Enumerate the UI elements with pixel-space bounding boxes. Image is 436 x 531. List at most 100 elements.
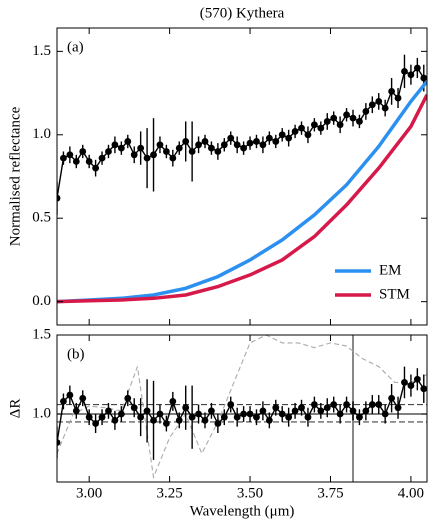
y-tick-label: 1.0 xyxy=(32,126,51,142)
data-point xyxy=(291,128,299,135)
data-point xyxy=(105,148,112,155)
data-point xyxy=(278,131,286,139)
line xyxy=(57,93,427,304)
data-point xyxy=(117,410,125,418)
data-point xyxy=(285,134,293,142)
data-point xyxy=(356,413,363,421)
data-point xyxy=(349,407,357,415)
y-axis-label: Normalised reflectance xyxy=(7,106,23,246)
data-point xyxy=(156,141,164,149)
data-point xyxy=(317,124,325,132)
data-point xyxy=(304,413,312,421)
data-point xyxy=(349,114,357,122)
data-point xyxy=(394,404,402,412)
data-point xyxy=(57,439,61,446)
data-point xyxy=(298,124,305,132)
data-point xyxy=(381,104,389,112)
x-tick-label: 3.50 xyxy=(237,485,263,501)
data-point xyxy=(272,138,280,145)
data-point xyxy=(253,413,260,421)
data-point xyxy=(220,413,228,421)
chart-title: (570) Kythera xyxy=(200,5,285,21)
data-point xyxy=(259,141,267,149)
data-point xyxy=(388,394,396,402)
data-point xyxy=(246,410,254,418)
data-point xyxy=(92,164,100,172)
x-axis-label: Wavelength (μm) xyxy=(190,503,295,519)
data-point xyxy=(66,151,74,159)
data-point xyxy=(336,410,344,418)
data-point xyxy=(150,151,157,159)
data-point xyxy=(60,154,67,162)
panel-label: (a) xyxy=(67,39,84,55)
data-point xyxy=(220,141,228,149)
data-point xyxy=(169,154,177,162)
axes-frame xyxy=(56,334,428,483)
data-point xyxy=(246,139,254,147)
data-point xyxy=(85,158,93,165)
data-point xyxy=(401,379,408,386)
data-point xyxy=(66,391,74,399)
data-point xyxy=(233,413,241,421)
data-point xyxy=(356,118,363,125)
data-point xyxy=(407,382,415,389)
data-point xyxy=(343,111,350,119)
data-point xyxy=(195,410,202,418)
data-point xyxy=(195,141,202,149)
x-tick-label: 3.00 xyxy=(76,485,102,501)
legend-label: EM xyxy=(379,262,402,278)
data-point xyxy=(381,410,389,418)
x-tick-label: 3.25 xyxy=(156,485,182,501)
data-point xyxy=(105,407,112,415)
data-point xyxy=(310,401,318,408)
data-point xyxy=(98,413,106,421)
data-point xyxy=(85,413,93,421)
data-point xyxy=(259,407,267,415)
data-point xyxy=(79,394,87,402)
data-point xyxy=(323,118,331,125)
panel-label: (b) xyxy=(67,346,85,362)
data-point xyxy=(92,420,100,427)
data-point xyxy=(111,141,119,149)
data-point xyxy=(265,134,273,142)
data-point xyxy=(420,74,427,82)
data-point xyxy=(208,144,215,152)
y-tick-label: 1.0 xyxy=(32,405,51,421)
data-point xyxy=(201,138,209,145)
data-point xyxy=(336,121,344,129)
data-point xyxy=(175,144,183,152)
data-point xyxy=(304,131,312,139)
data-point xyxy=(323,404,331,412)
data-point xyxy=(130,404,138,412)
y-tick-label: 0.0 xyxy=(32,293,51,309)
data-point xyxy=(143,154,151,162)
plot-area xyxy=(57,335,427,482)
data-point xyxy=(72,158,80,165)
data-point xyxy=(130,151,138,159)
data-point xyxy=(343,401,350,408)
data-point xyxy=(368,401,376,408)
legend-label: STM xyxy=(379,286,410,302)
data-point xyxy=(188,413,196,421)
y-tick-label: 1.5 xyxy=(32,326,51,342)
data-point xyxy=(98,154,106,162)
data-point xyxy=(310,121,318,129)
line xyxy=(57,335,427,480)
data-point xyxy=(240,410,248,418)
x-tick-label: 4.00 xyxy=(398,485,424,501)
data-point xyxy=(162,420,170,427)
data-point xyxy=(214,420,222,427)
data-point xyxy=(60,397,67,405)
data-point xyxy=(265,416,273,424)
y-axis-label: ΔR xyxy=(7,399,23,419)
data-point xyxy=(214,148,222,155)
plot-area xyxy=(57,54,427,304)
data-point xyxy=(413,375,421,383)
data-point xyxy=(317,407,325,415)
data-point xyxy=(413,64,421,72)
connector xyxy=(57,378,425,443)
data-point xyxy=(143,407,151,415)
y-tick-label: 0.5 xyxy=(32,210,51,226)
data-point xyxy=(368,101,376,109)
data-point xyxy=(362,407,370,415)
